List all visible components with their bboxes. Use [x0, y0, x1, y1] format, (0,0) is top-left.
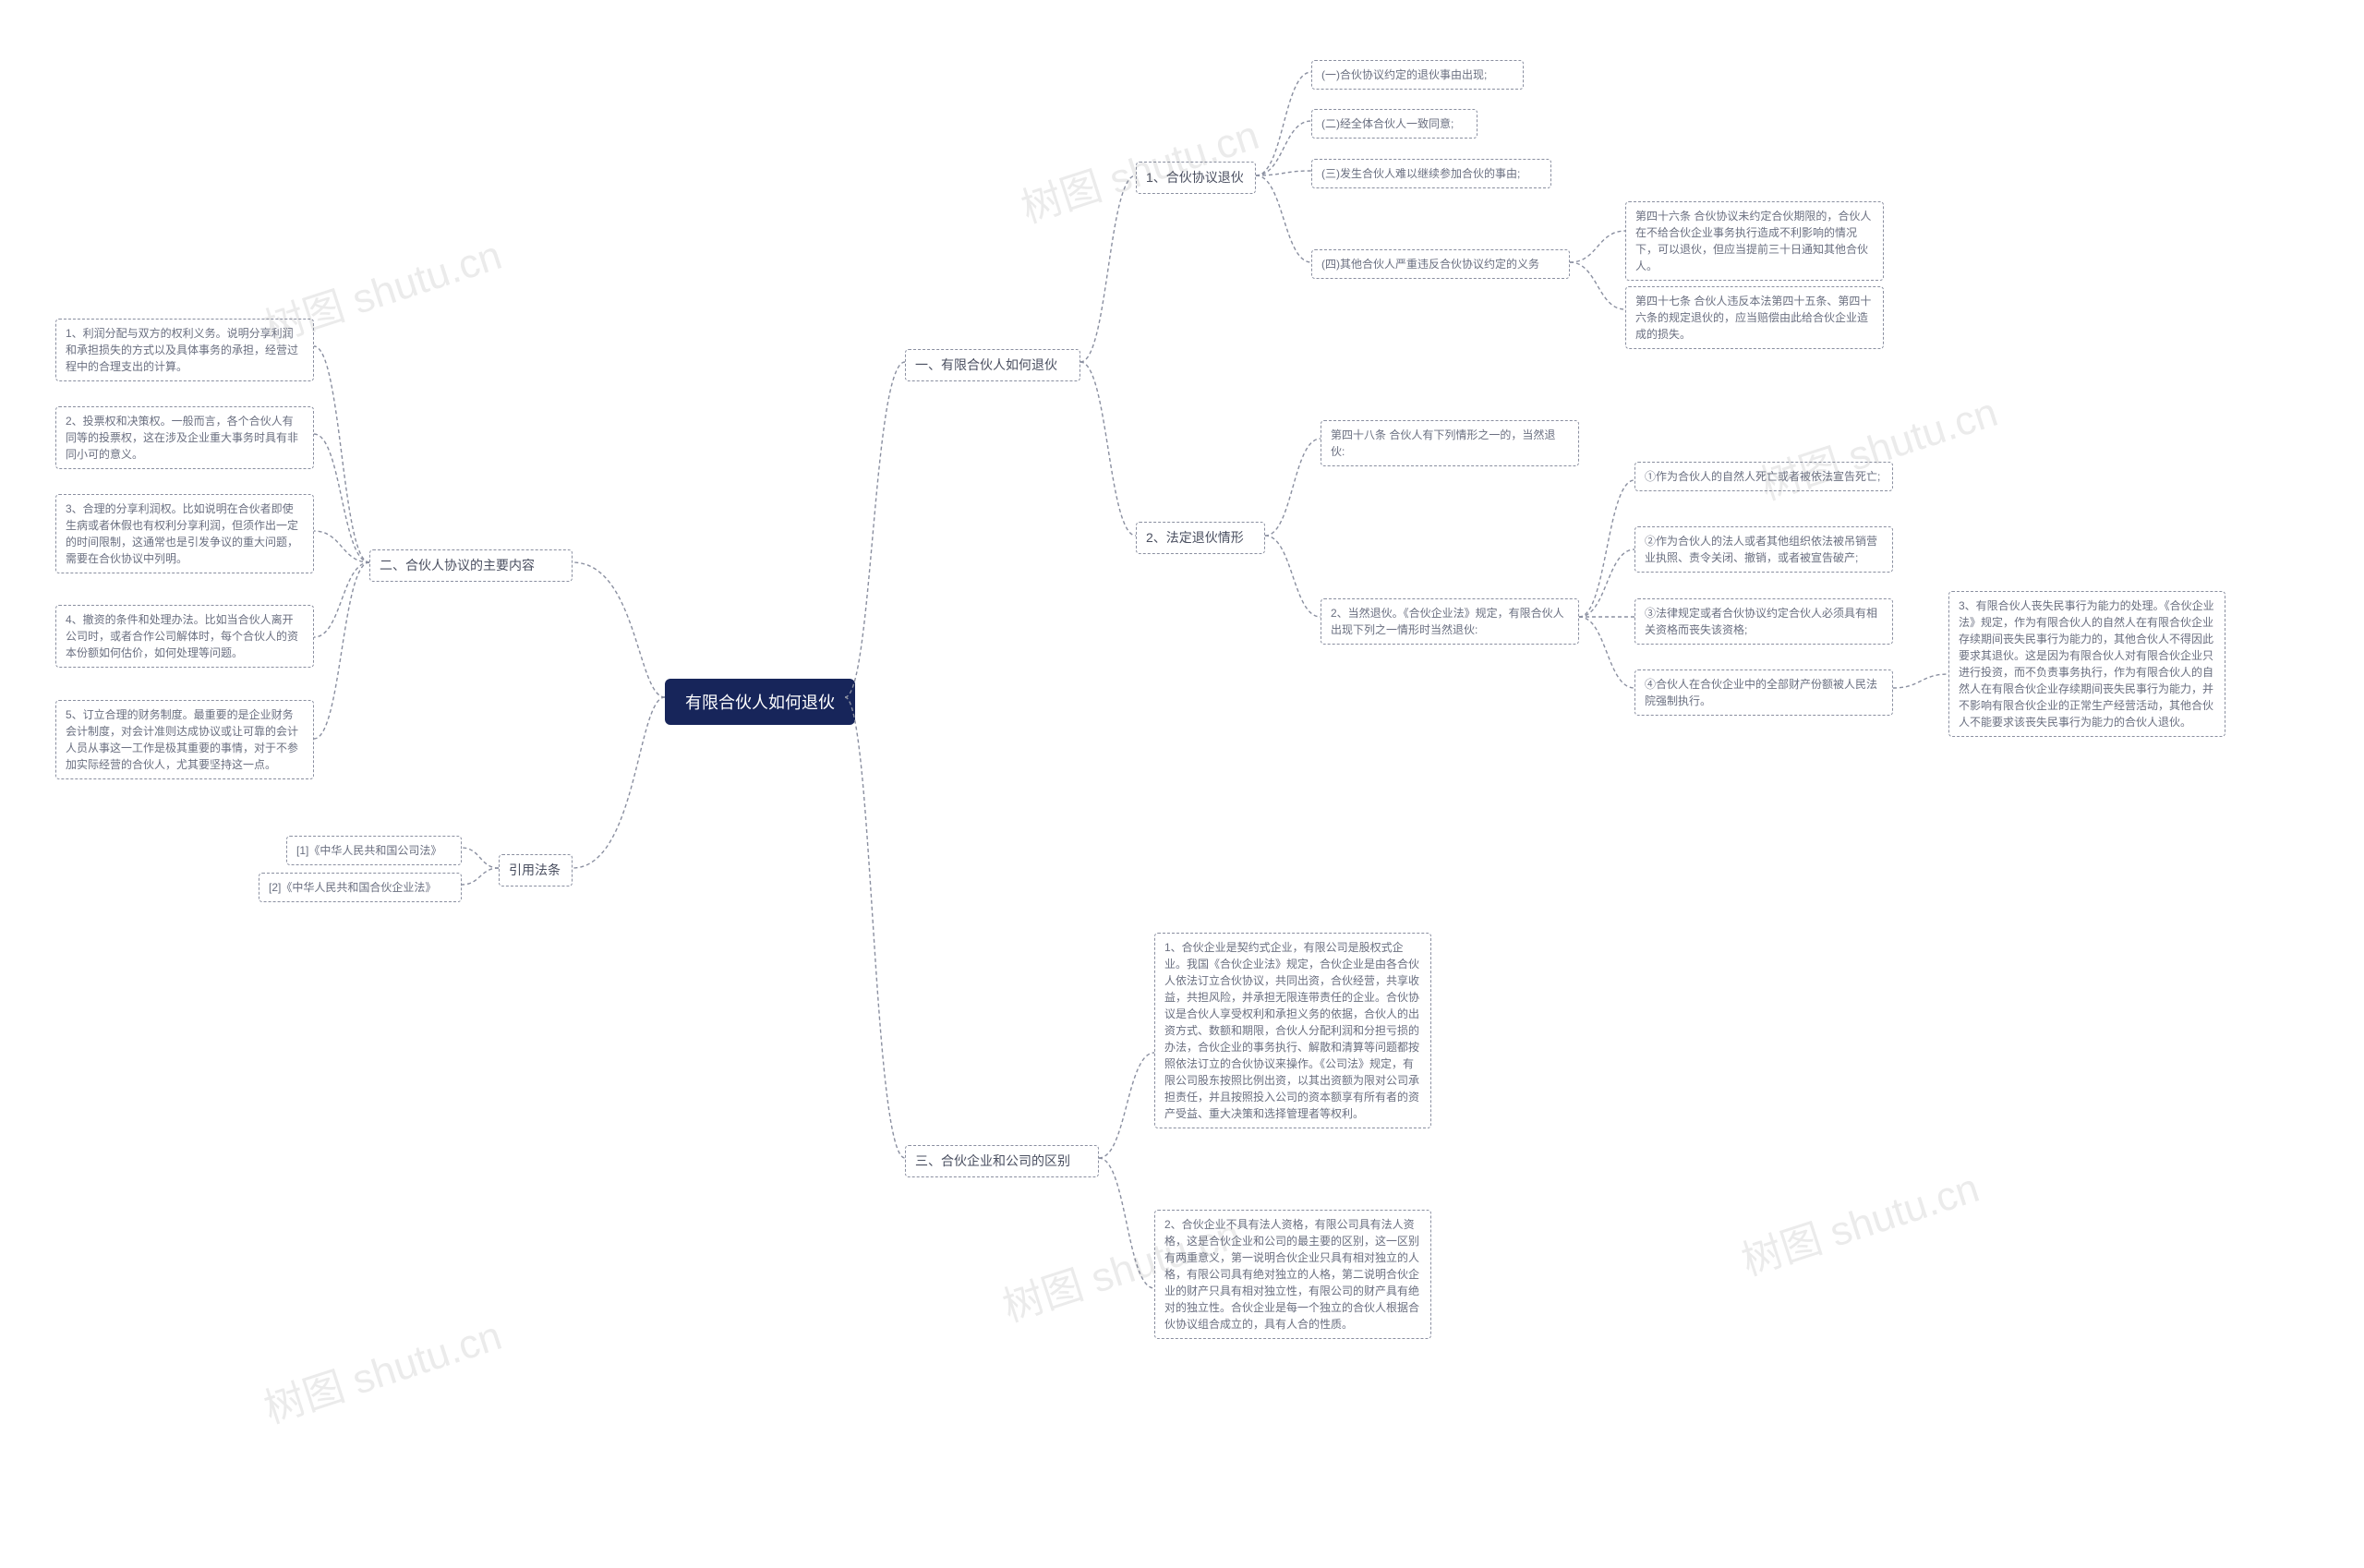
b1-1-i1: (一)合伙协议约定的退伙事由出现; [1311, 60, 1524, 90]
b1-2-i2-s3: ③法律规定或者合伙协议约定合伙人必须具有相关资格而丧失该资格; [1634, 598, 1893, 645]
b1-1-i4: (四)其他合伙人严重违反合伙协议约定的义务 [1311, 249, 1570, 279]
b2-i2: 2、投票权和决策权。一般而言，各个合伙人有同等的投票权，这在涉及企业重大事务时具… [55, 406, 314, 469]
b2-i1: 1、利润分配与双方的权利义务。说明分享利润和承担损失的方式以及具体事务的承担，经… [55, 319, 314, 381]
watermark: 树图 shutu.cn [256, 1302, 508, 1434]
b4-i1: [1]《中华人民共和国公司法》 [286, 836, 462, 865]
b1-1-i2: (二)经全体合伙人一致同意; [1311, 109, 1478, 139]
b1-2-i1: 第四十八条 合伙人有下列情形之一的，当然退伙: [1321, 420, 1579, 466]
watermark: 树图 shutu.cn [1733, 1154, 1985, 1286]
root-node: 有限合伙人如何退伙 [665, 679, 855, 725]
b1-2-i2: 2、当然退伙。《合伙企业法》规定，有限合伙人出现下列之一情形时当然退伙: [1321, 598, 1579, 645]
branch-1: 一、有限合伙人如何退伙 [905, 349, 1080, 381]
b1-2-i2-s5: 3、有限合伙人丧失民事行为能力的处理。《合伙企业法》规定，作为有限合伙人的自然人… [1948, 591, 2225, 737]
watermark: 树图 shutu.cn [1752, 379, 2004, 511]
b1-1-i3: (三)发生合伙人难以继续参加合伙的事由; [1311, 159, 1551, 188]
b1-2-i2-s1: ①作为合伙人的自然人死亡或者被依法宣告死亡; [1634, 462, 1893, 491]
b1-1-i4-s1: 第四十六条 合伙协议未约定合伙期限的，合伙人在不给合伙企业事务执行造成不利影响的… [1625, 201, 1884, 281]
branch-1-2: 2、法定退伙情形 [1136, 522, 1265, 554]
b2-i5: 5、订立合理的财务制度。最重要的是企业财务会计制度，对会计准则达成协议或让可靠的… [55, 700, 314, 779]
b1-2-i2-s4: ④合伙人在合伙企业中的全部财产份额被人民法院强制执行。 [1634, 669, 1893, 716]
branch-3: 三、合伙企业和公司的区别 [905, 1145, 1099, 1177]
b1-1-i4-s2: 第四十七条 合伙人违反本法第四十五条、第四十六条的规定退伙的，应当赔偿由此给合伙… [1625, 286, 1884, 349]
branch-2: 二、合伙人协议的主要内容 [369, 549, 573, 582]
b3-i2: 2、合伙企业不具有法人资格，有限公司具有法人资格，这是合伙企业和公司的最主要的区… [1154, 1210, 1431, 1339]
b1-2-i2-s2: ②作为合伙人的法人或者其他组织依法被吊销营业执照、责令关闭、撤销，或者被宣告破产… [1634, 526, 1893, 573]
branch-4: 引用法条 [499, 854, 573, 887]
b2-i4: 4、撤资的条件和处理办法。比如当合伙人离开公司时，或者合作公司解体时，每个合伙人… [55, 605, 314, 668]
branch-1-1: 1、合伙协议退伙 [1136, 162, 1256, 194]
b4-i2: [2]《中华人民共和国合伙企业法》 [259, 873, 462, 902]
b2-i3: 3、合理的分享利润权。比如说明在合伙者即使生病或者休假也有权利分享利润，但须作出… [55, 494, 314, 573]
b3-i1: 1、合伙企业是契约式企业，有限公司是股权式企业。我国《合伙企业法》规定，合伙企业… [1154, 933, 1431, 1128]
